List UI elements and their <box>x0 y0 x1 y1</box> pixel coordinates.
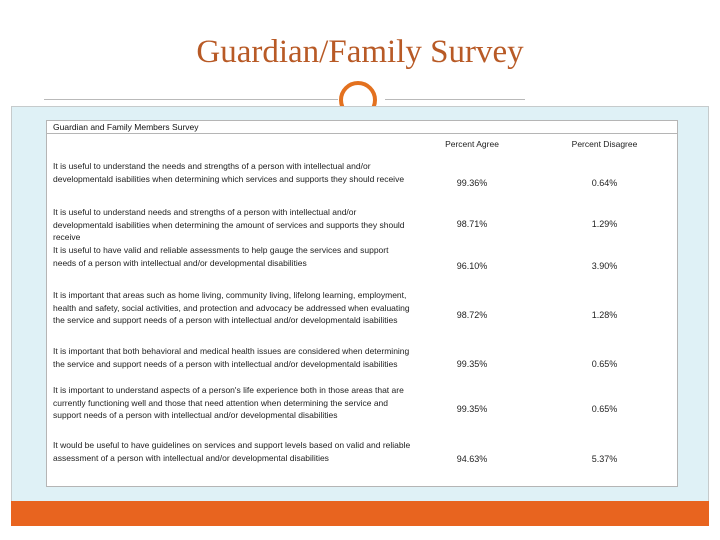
percent-agree: 99.36% <box>456 178 488 188</box>
percent-disagree: 1.28% <box>591 310 618 320</box>
survey-table: Guardian and Family Members Survey Perce… <box>46 120 678 487</box>
statement-text: It is useful to understand needs and str… <box>53 207 405 243</box>
percent-agree: 98.71% <box>456 219 488 229</box>
title-divider-right <box>385 99 525 100</box>
percent-disagree: 0.65% <box>591 359 618 369</box>
column-header-agree: Percent Agree <box>445 139 499 149</box>
percent-disagree: 1.29% <box>591 219 618 229</box>
percent-agree: 99.35% <box>456 359 488 369</box>
column-header-disagree: Percent Disagree <box>571 139 638 149</box>
statement-text: It is important to understand aspects of… <box>53 385 404 421</box>
statement-text: It is useful to have valid and reliable … <box>53 245 389 268</box>
percent-agree: 98.72% <box>456 310 488 320</box>
percent-disagree: 5.37% <box>591 454 618 464</box>
statement-text: It would be useful to have guidelines on… <box>53 440 411 463</box>
statement-text: It is useful to understand the needs and… <box>53 161 405 184</box>
table-caption: Guardian and Family Members Survey <box>47 121 677 134</box>
percent-agree: 94.63% <box>456 454 488 464</box>
footer-accent-bar <box>11 501 709 526</box>
statement-text: It is important that both behavioral and… <box>53 346 410 369</box>
title-divider-left <box>44 99 338 100</box>
percent-agree: 96.10% <box>456 261 488 271</box>
slide-title: Guardian/Family Survey <box>196 34 524 70</box>
statement-text: It is important that areas such as home … <box>53 290 410 326</box>
percent-disagree: 0.65% <box>591 404 618 414</box>
percent-disagree: 3.90% <box>591 261 618 271</box>
percent-agree: 99.35% <box>456 404 488 414</box>
percent-disagree: 0.64% <box>591 178 618 188</box>
